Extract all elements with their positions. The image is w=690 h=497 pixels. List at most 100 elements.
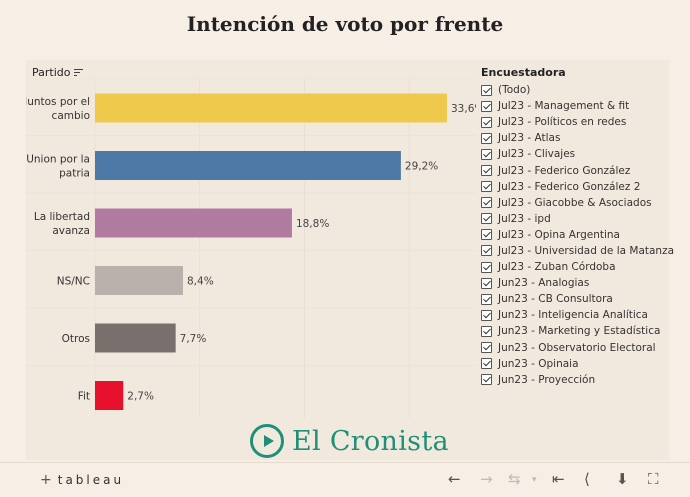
bar-chart: 33,6% Juntos por el cambio 29,2% Union por l…	[26, 78, 476, 418]
checkbox-checked-icon[interactable]	[481, 309, 492, 321]
checkbox-checked-icon[interactable]	[481, 374, 492, 386]
brand-text: El Cronista	[292, 425, 449, 457]
revert-dropdown-icon[interactable]: ▾	[532, 475, 537, 485]
filter-item[interactable]: Jul23 - Opina Argentina	[481, 227, 671, 243]
undo-icon[interactable]: ←	[448, 470, 461, 488]
el-cronista-logo: El Cronista	[250, 424, 449, 458]
filter-item[interactable]: Jul23 - ipd	[481, 211, 671, 227]
filter-item[interactable]: Jun23 - Observatorio Electoral	[481, 340, 671, 356]
bar-value-label: 8,4%	[187, 276, 214, 288]
checkbox-checked-icon[interactable]	[481, 181, 492, 193]
filter-item[interactable]: Jun23 - Inteligencia Analítica	[481, 307, 671, 323]
category-label: Otros	[62, 333, 90, 345]
filter-item-label: Jul23 - Giacobbe & Asociados	[498, 196, 652, 209]
checkbox-checked-icon[interactable]	[481, 197, 492, 209]
filter-item[interactable]: Jul23 - Giacobbe & Asociados	[481, 195, 671, 211]
tableau-wordmark: tableau	[57, 473, 125, 487]
checkbox-checked-icon[interactable]	[481, 325, 492, 337]
bar[interactable]	[95, 323, 176, 353]
bar[interactable]	[95, 151, 401, 180]
filter-item-label: Jul23 - Universidad de la Matanza	[498, 244, 675, 257]
filter-item[interactable]: Jun23 - Proyección	[481, 372, 671, 388]
category-label: patria	[59, 168, 90, 180]
filter-item[interactable]: (Todo)	[481, 82, 671, 98]
filter-item-label: Jun23 - Proyección	[498, 373, 596, 386]
checkbox-checked-icon[interactable]	[481, 261, 492, 273]
filter-item-label: (Todo)	[498, 84, 531, 97]
filter-item-label: Jul23 - Opina Argentina	[498, 228, 620, 241]
bar[interactable]	[95, 93, 447, 123]
checkbox-checked-icon[interactable]	[481, 84, 492, 96]
filter-item[interactable]: Jun23 - Opinaia	[481, 356, 671, 372]
reset-icon[interactable]: ⇤	[552, 470, 565, 488]
filter-item-label: Jul23 - Federico González	[498, 164, 631, 177]
filter-item-label: Jul23 - Políticos en redes	[498, 116, 627, 129]
checkbox-checked-icon[interactable]	[481, 229, 492, 241]
category-label: NS/NC	[57, 276, 90, 288]
bar-value-label: 7,7%	[180, 333, 207, 345]
filter-title: Encuestadora	[481, 66, 566, 79]
checkbox-checked-icon[interactable]	[481, 100, 492, 112]
checkbox-checked-icon[interactable]	[481, 245, 492, 257]
checkbox-checked-icon[interactable]	[481, 342, 492, 354]
tableau-logo[interactable]: + tableau	[40, 472, 124, 488]
chart-title: Intención de voto por frente	[186, 12, 504, 36]
filter-item[interactable]: Jul23 - Atlas	[481, 130, 671, 146]
filter-item[interactable]: Jul23 - Clivajes	[481, 146, 671, 162]
category-label: La libertad	[34, 211, 90, 223]
checkbox-checked-icon[interactable]	[481, 132, 492, 144]
bar-value-label: 29,2%	[405, 161, 438, 173]
chart-panel	[26, 60, 669, 460]
checkbox-checked-icon[interactable]	[481, 277, 492, 289]
filter-item[interactable]: Jul23 - Management & fit	[481, 98, 671, 114]
redo-icon[interactable]: →	[480, 470, 493, 488]
filter-item[interactable]: Jun23 - Analogias	[481, 275, 671, 291]
filter-item-label: Jul23 - Clivajes	[498, 148, 576, 161]
category-label: Juntos por el	[26, 96, 90, 108]
filter-item[interactable]: Jun23 - Marketing y Estadística	[481, 323, 671, 339]
checkbox-checked-icon[interactable]	[481, 293, 492, 305]
filter-item-label: Jul23 - ipd	[498, 212, 551, 225]
checkbox-checked-icon[interactable]	[481, 148, 492, 160]
bar-value-label: 18,8%	[296, 218, 329, 230]
category-label: avanza	[52, 225, 90, 237]
bar-value-label: 2,7%	[127, 391, 154, 403]
revert-icon[interactable]: ⇆	[508, 470, 521, 488]
bar-value-label: 33,6%	[451, 103, 476, 115]
cronista-mark-icon	[250, 424, 284, 458]
filter-item-label: Jun23 - Marketing y Estadística	[498, 325, 661, 338]
filter-item-label: Jun23 - CB Consultora	[498, 293, 613, 306]
filter-item-label: Jul23 - Management & fit	[498, 100, 630, 113]
tableau-plus-icon: +	[40, 472, 52, 488]
bar[interactable]	[95, 208, 292, 238]
filter-list: (Todo) Jul23 - Management & fit Jul23 - Po…	[481, 82, 675, 388]
fullscreen-icon[interactable]: ⛶	[648, 470, 659, 488]
filter-item-label: Jun23 - Inteligencia Analítica	[498, 309, 648, 322]
category-label: Fit	[78, 391, 90, 403]
category-label: Union por la	[26, 154, 90, 166]
download-icon[interactable]: ⬇	[616, 470, 629, 488]
filter-item-label: Jun23 - Opinaia	[498, 357, 579, 370]
checkbox-checked-icon[interactable]	[481, 116, 492, 128]
share-icon[interactable]: ⟨	[584, 470, 590, 488]
partido-header[interactable]: Partido	[32, 66, 84, 79]
filter-item[interactable]: Jul23 - Federico González 2	[481, 179, 671, 195]
filter-item-label: Jun23 - Analogias	[498, 277, 590, 290]
bar[interactable]	[95, 266, 183, 295]
encuestadora-filter: Encuestadora (Todo) Jul23 - Management & …	[481, 66, 675, 388]
filter-item-label: Jul23 - Atlas	[498, 132, 561, 145]
filter-item-label: Jun23 - Observatorio Electoral	[498, 341, 656, 354]
checkbox-checked-icon[interactable]	[481, 213, 492, 225]
filter-item-label: Jul23 - Zuban Córdoba	[498, 261, 616, 274]
bar[interactable]	[95, 381, 124, 410]
filter-item[interactable]: Jul23 - Universidad de la Matanza	[481, 243, 675, 259]
partido-header-label: Partido	[32, 66, 71, 79]
checkbox-checked-icon[interactable]	[481, 165, 492, 177]
tableau-toolbar: + tableau ← → ⇆ ▾ ⇤ ⟨ ⬇ ⛶	[0, 462, 690, 497]
checkbox-checked-icon[interactable]	[481, 358, 492, 370]
sort-icon[interactable]	[74, 68, 84, 77]
filter-item[interactable]: Jul23 - Políticos en redes	[481, 114, 671, 130]
filter-item[interactable]: Jul23 - Federico González	[481, 162, 671, 178]
filter-item[interactable]: Jun23 - CB Consultora	[481, 291, 671, 307]
filter-item[interactable]: Jul23 - Zuban Córdoba	[481, 259, 671, 275]
